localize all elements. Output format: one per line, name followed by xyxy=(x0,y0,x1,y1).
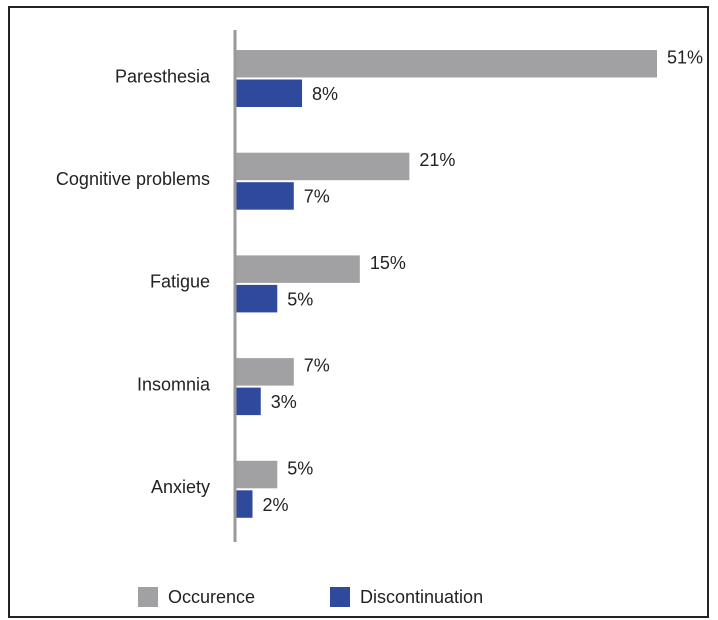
value-label: 21% xyxy=(419,150,455,170)
value-label: 7% xyxy=(304,356,330,376)
value-label: 5% xyxy=(287,458,313,478)
category-label: Paresthesia xyxy=(115,66,211,86)
legend-label: Discontinuation xyxy=(360,587,483,607)
bar xyxy=(236,152,410,181)
category-label: Insomnia xyxy=(137,374,211,394)
category-label: Cognitive problems xyxy=(56,169,210,189)
value-label: 3% xyxy=(271,392,297,412)
bar xyxy=(236,50,657,78)
legend-label: Occurence xyxy=(168,587,255,607)
bar xyxy=(236,284,278,313)
value-label: 15% xyxy=(370,253,406,273)
value-label: 8% xyxy=(312,84,338,104)
category-label: Anxiety xyxy=(151,477,210,497)
value-label: 51% xyxy=(667,48,703,68)
bar xyxy=(236,79,303,107)
bar xyxy=(236,255,360,283)
bar xyxy=(236,490,253,518)
value-label: 7% xyxy=(304,187,330,207)
bar xyxy=(236,460,278,489)
legend-swatch xyxy=(330,587,350,607)
value-label: 2% xyxy=(263,495,289,515)
frame xyxy=(8,6,709,618)
value-label: 5% xyxy=(287,289,313,309)
bar xyxy=(236,182,294,210)
bar xyxy=(236,358,294,386)
category-label: Fatigue xyxy=(150,272,210,292)
bar xyxy=(236,387,261,416)
legend-swatch xyxy=(138,587,158,607)
